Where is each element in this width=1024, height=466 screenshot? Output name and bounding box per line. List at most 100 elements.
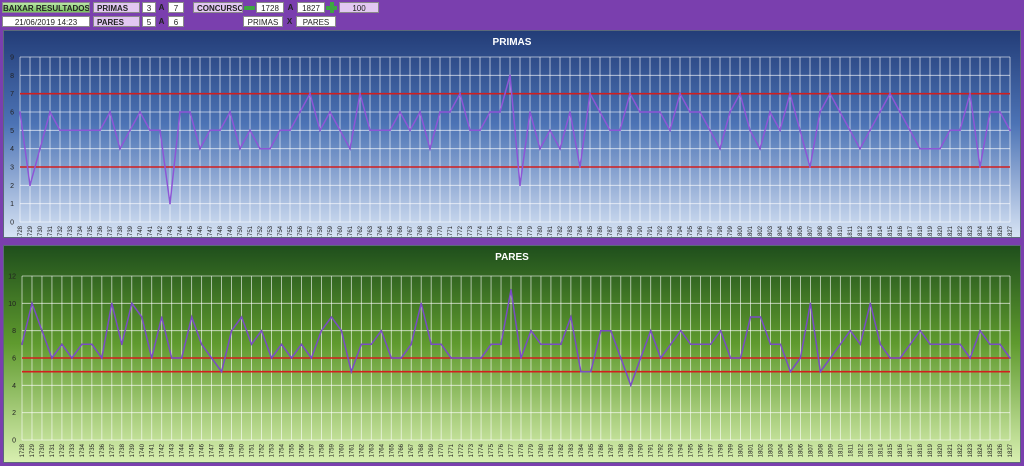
data-point [119, 147, 121, 150]
data-point [629, 92, 631, 95]
x-tick-label: 1817 [908, 225, 914, 237]
primas-label: PRIMAS [93, 2, 140, 13]
data-point [519, 184, 521, 187]
x-tick-label: 1780 [538, 225, 544, 237]
concurso-from-input[interactable]: 1728 [256, 2, 284, 13]
data-point [260, 329, 263, 332]
minus-icon[interactable] [244, 6, 255, 10]
data-point [380, 329, 383, 332]
x-tick-label: 1786 [599, 443, 605, 457]
data-point [929, 343, 931, 346]
x-tick-label: 1798 [718, 225, 724, 237]
data-point [959, 129, 961, 132]
data-point [679, 329, 682, 332]
chart-0-layer: 0 1 2 3 4 5 6 7 8 9 1728 1729 1730 1731 1732 1733 1734 17… [10, 55, 1014, 238]
last-update-datetime: 21/06/2019 14:23 [2, 16, 90, 27]
compare-b-field[interactable]: PARES [296, 16, 336, 27]
data-point [160, 316, 163, 318]
data-point [399, 111, 401, 113]
x-tick-label: 1739 [128, 225, 134, 237]
x-tick-label: 1789 [628, 225, 634, 237]
data-point [369, 129, 371, 132]
x-tick-label: 1821 [948, 225, 954, 237]
x-tick-label: 1757 [308, 225, 314, 237]
data-point [789, 92, 791, 95]
data-point [559, 147, 561, 150]
data-point [869, 129, 871, 132]
data-point [540, 343, 542, 346]
x-tick-label: 1754 [280, 443, 286, 457]
x-tick-label: 1768 [419, 443, 425, 457]
x-tick-label: 1797 [709, 443, 715, 457]
data-point [449, 111, 451, 113]
x-tick-label: 1824 [978, 225, 984, 237]
x-tick-label: 1757 [309, 443, 315, 457]
x-tick-label: 1769 [428, 225, 434, 237]
data-point [669, 129, 671, 132]
data-point [71, 357, 73, 359]
x-tick-label: 1793 [668, 225, 674, 237]
x-tick-label: 1815 [888, 443, 894, 457]
data-point [979, 329, 981, 332]
primas-max-input[interactable]: 7 [168, 2, 184, 13]
chart-1-layer: 0 2 4 6 8 10 12 1728 1729 1730 1731 1732 1733 1734 173… [8, 274, 1014, 458]
pares-range-separator: A [158, 17, 165, 26]
pares-min-input[interactable]: 5 [142, 16, 156, 27]
data-point [889, 357, 892, 359]
data-point [919, 147, 921, 150]
x-tick-label: 1779 [529, 443, 535, 457]
x-tick-label: 1802 [758, 225, 764, 237]
x-tick-label: 1804 [779, 443, 785, 457]
compare-a-field[interactable]: PRIMAS [243, 16, 283, 27]
data-point [370, 343, 373, 346]
primas-range-separator: A [158, 3, 165, 12]
x-tick-label: 1796 [698, 225, 704, 237]
x-tick-label: 1787 [608, 225, 614, 237]
data-point [509, 74, 511, 77]
x-tick-label: 1825 [988, 225, 994, 237]
data-point [809, 166, 811, 168]
y-tick-label: 10 [8, 301, 16, 308]
download-results-button[interactable]: BAIXAR RESULTADOS [2, 2, 90, 13]
x-tick-label: 1778 [518, 225, 524, 237]
x-tick-label: 1789 [629, 443, 635, 457]
primas-min-input[interactable]: 3 [142, 2, 156, 13]
data-point [339, 129, 341, 132]
concurso-to-input[interactable]: 1827 [297, 2, 325, 13]
data-point [580, 370, 582, 373]
x-tick-label: 1760 [339, 443, 345, 457]
x-tick-label: 1746 [198, 225, 204, 237]
x-tick-label: 1784 [579, 443, 585, 457]
data-point [120, 343, 123, 346]
data-point [240, 316, 243, 318]
data-point [709, 129, 711, 132]
x-tick-label: 1773 [469, 443, 475, 457]
y-tick-label: 12 [8, 274, 16, 281]
x-tick-label: 1764 [378, 225, 384, 237]
data-point [969, 357, 971, 359]
pares-chart-title: PARES [495, 252, 529, 263]
x-tick-label: 1791 [648, 225, 654, 237]
data-point [430, 343, 432, 346]
data-point [639, 111, 641, 113]
x-tick-label: 1826 [998, 225, 1004, 237]
x-tick-label: 1797 [708, 225, 714, 237]
x-tick-label: 1767 [409, 443, 415, 457]
x-tick-label: 1805 [788, 225, 794, 237]
data-point [549, 129, 551, 132]
data-point [329, 111, 331, 113]
x-tick-label: 1749 [230, 443, 236, 457]
x-tick-label: 1816 [898, 225, 904, 237]
data-point [500, 343, 502, 346]
data-point [259, 147, 261, 150]
plus-icon[interactable] [326, 2, 337, 13]
x-tick-label: 1771 [449, 443, 455, 457]
x-tick-label: 1758 [319, 443, 325, 457]
data-point [919, 329, 921, 332]
data-point [609, 129, 611, 132]
pares-max-input[interactable]: 6 [168, 16, 184, 27]
x-tick-label: 1781 [549, 443, 555, 457]
x-tick-label: 1752 [260, 443, 266, 457]
data-point [460, 357, 462, 359]
data-point [909, 129, 911, 132]
